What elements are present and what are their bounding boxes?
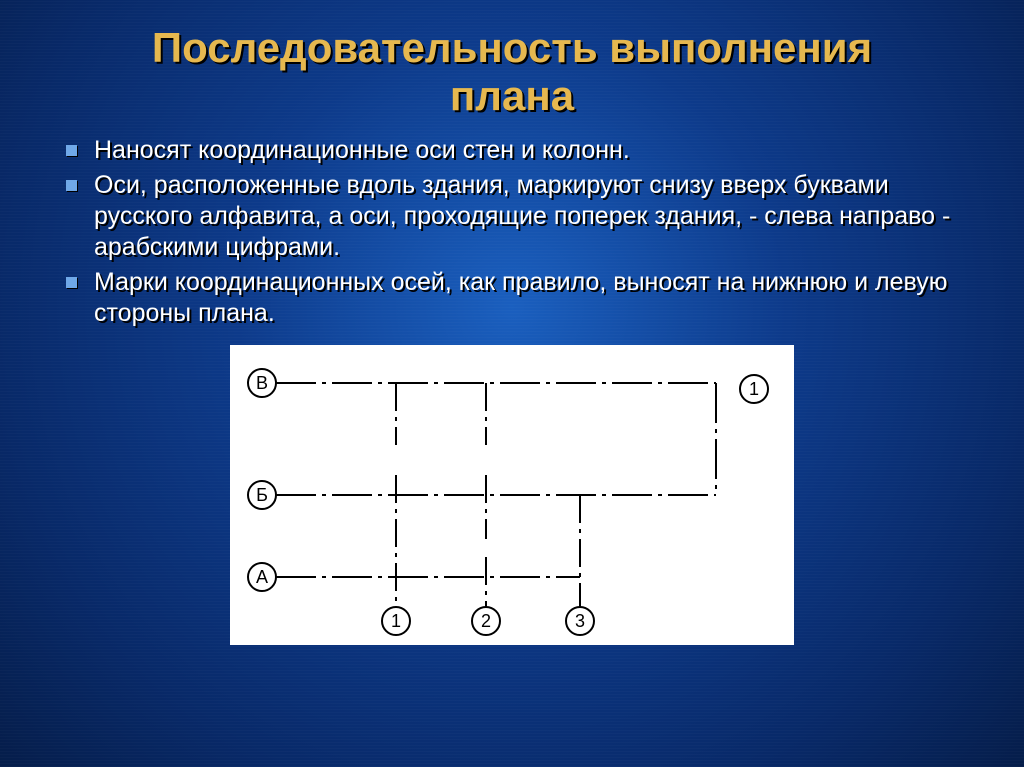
slide-root: Последовательность выполнения плана Нано… (0, 0, 1024, 767)
title-line-2: плана (450, 72, 574, 119)
diagram-svg: В Б А 1 2 3 1 (230, 345, 794, 645)
title-line-1: Последовательность выполнения (152, 24, 872, 71)
svg-text:2: 2 (481, 611, 491, 631)
axes-diagram: В Б А 1 2 3 1 (230, 345, 794, 645)
bullet-item: Наносят координационные оси стен и колон… (94, 135, 976, 166)
bullet-item: Марки координационных осей, как правило,… (94, 267, 976, 329)
slide-title: Последовательность выполнения плана (48, 24, 976, 121)
svg-text:1: 1 (749, 379, 759, 399)
bullet-item: Оси, расположенные вдоль здания, маркиру… (94, 170, 976, 263)
svg-text:Б: Б (256, 485, 268, 505)
svg-text:А: А (256, 567, 268, 587)
svg-text:1: 1 (391, 611, 401, 631)
bullet-list: Наносят координационные оси стен и колон… (48, 135, 976, 329)
svg-text:3: 3 (575, 611, 585, 631)
svg-text:В: В (256, 373, 268, 393)
